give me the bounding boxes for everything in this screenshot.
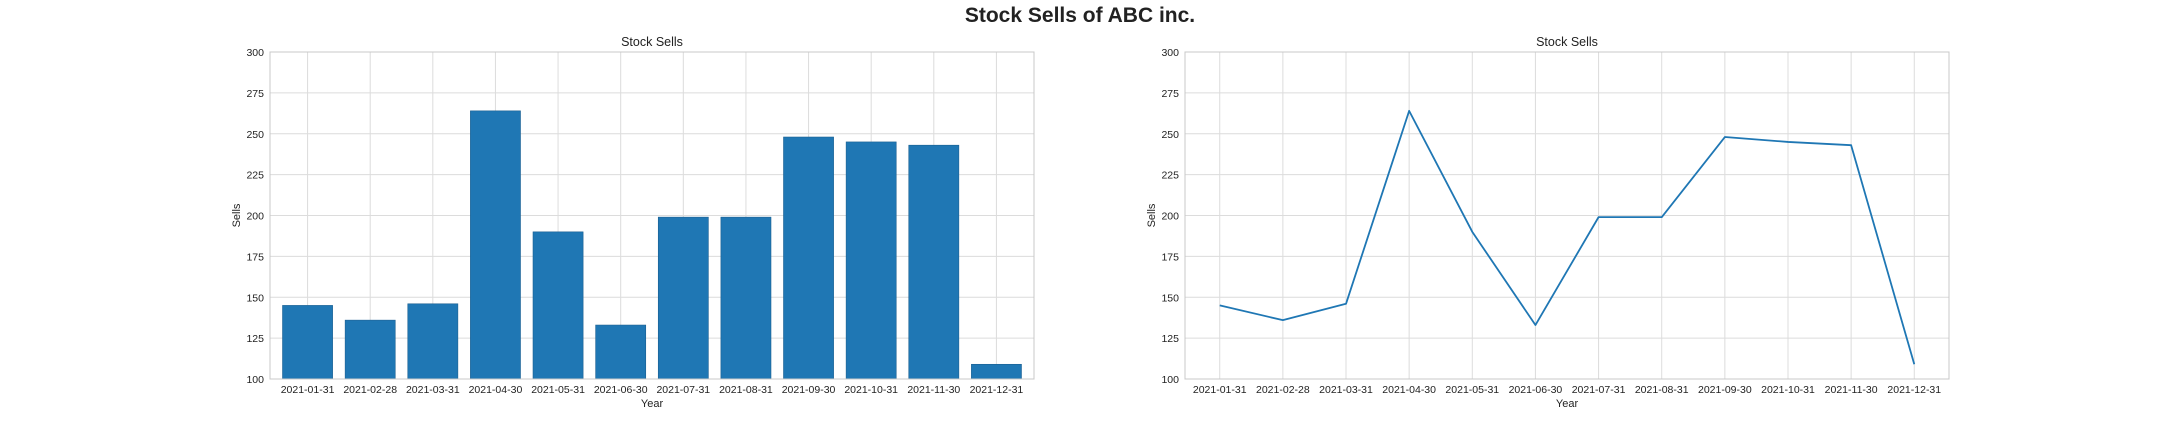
x-tick-label: 2021-11-30 xyxy=(1825,384,1878,396)
bar xyxy=(845,141,897,380)
y-axis-label: Sells xyxy=(1146,203,1158,227)
x-tick-label: 2021-05-31 xyxy=(1445,384,1499,396)
chart-title: Stock Sells xyxy=(1536,35,1598,49)
bar xyxy=(720,216,772,380)
y-tick-label: 100 xyxy=(1161,374,1179,386)
y-tick-label: 225 xyxy=(1161,170,1179,182)
y-tick-label: 300 xyxy=(246,47,264,59)
x-axis-label: Year xyxy=(1556,398,1579,410)
y-tick-label: 100 xyxy=(246,374,264,386)
y-tick-label: 275 xyxy=(246,88,264,100)
x-tick-label: 2021-02-28 xyxy=(1256,384,1310,396)
x-tick-label: 2021-08-31 xyxy=(719,384,773,396)
figure-title: Stock Sells of ABC inc. xyxy=(964,4,1196,27)
bar xyxy=(532,231,584,380)
x-tick-label: 2021-03-31 xyxy=(1319,384,1373,396)
x-tick-label: 2021-12-31 xyxy=(1887,384,1941,396)
y-axis-label: Sells xyxy=(231,203,243,227)
bar xyxy=(971,363,1022,380)
y-tick-label: 125 xyxy=(246,333,264,345)
x-tick-label: 2021-01-31 xyxy=(1193,384,1247,396)
bar xyxy=(657,216,709,380)
plot-frame xyxy=(269,51,1035,380)
bar xyxy=(783,136,834,380)
x-tick-label: 2021-12-31 xyxy=(970,384,1024,396)
x-tick-label: 2021-01-31 xyxy=(281,384,335,396)
bar xyxy=(470,110,521,380)
y-tick-label: 225 xyxy=(246,170,264,182)
x-tick-label: 2021-05-31 xyxy=(531,384,585,396)
x-tick-label: 2021-08-31 xyxy=(1635,384,1689,396)
x-tick-label: 2021-07-31 xyxy=(656,384,710,396)
y-tick-label: 125 xyxy=(1161,333,1179,345)
line-chart-panel: 100 125 150 175 200 225 250 275 300 2021-01-31 202… xyxy=(1146,35,1950,410)
y-tick-label: 150 xyxy=(246,292,264,304)
y-tick-label: 250 xyxy=(1161,129,1179,141)
x-tick-label: 2021-03-31 xyxy=(406,384,460,396)
x-tick-label: 2021-06-30 xyxy=(594,384,648,396)
bar xyxy=(407,303,459,380)
bar xyxy=(282,305,333,380)
x-tick-label: 2021-06-30 xyxy=(1509,384,1563,396)
y-tick-label: 175 xyxy=(1161,251,1179,263)
x-tick-label: 2021-04-30 xyxy=(469,384,523,396)
x-tick-label: 2021-10-31 xyxy=(1761,384,1815,396)
y-tick-label: 250 xyxy=(246,129,264,141)
y-tick-label: 300 xyxy=(1161,47,1179,59)
y-tick-label: 150 xyxy=(1161,292,1179,304)
bar xyxy=(595,324,647,380)
y-tick-label: 175 xyxy=(246,251,264,263)
plot-frame xyxy=(1184,51,1950,380)
x-tick-label: 2021-02-28 xyxy=(343,384,397,396)
bar xyxy=(344,319,396,380)
bar xyxy=(908,144,960,380)
x-axis-label: Year xyxy=(641,398,664,410)
series-line xyxy=(1219,109,1916,365)
y-tick-label: 200 xyxy=(246,211,264,223)
chart-title: Stock Sells xyxy=(621,35,683,49)
x-tick-label: 2021-07-31 xyxy=(1572,384,1626,396)
x-tick-label: 2021-11-30 xyxy=(907,384,960,396)
x-tick-label: 2021-04-30 xyxy=(1382,384,1436,396)
x-tick-label: 2021-09-30 xyxy=(782,384,836,396)
bar-chart-panel: 100 125 150 175 200 225 250 275 300 2021-01-31 202… xyxy=(231,35,1035,410)
y-tick-label: 200 xyxy=(1161,211,1179,223)
x-tick-label: 2021-09-30 xyxy=(1698,384,1752,396)
x-tick-label: 2021-10-31 xyxy=(844,384,898,396)
y-tick-label: 275 xyxy=(1161,88,1179,100)
